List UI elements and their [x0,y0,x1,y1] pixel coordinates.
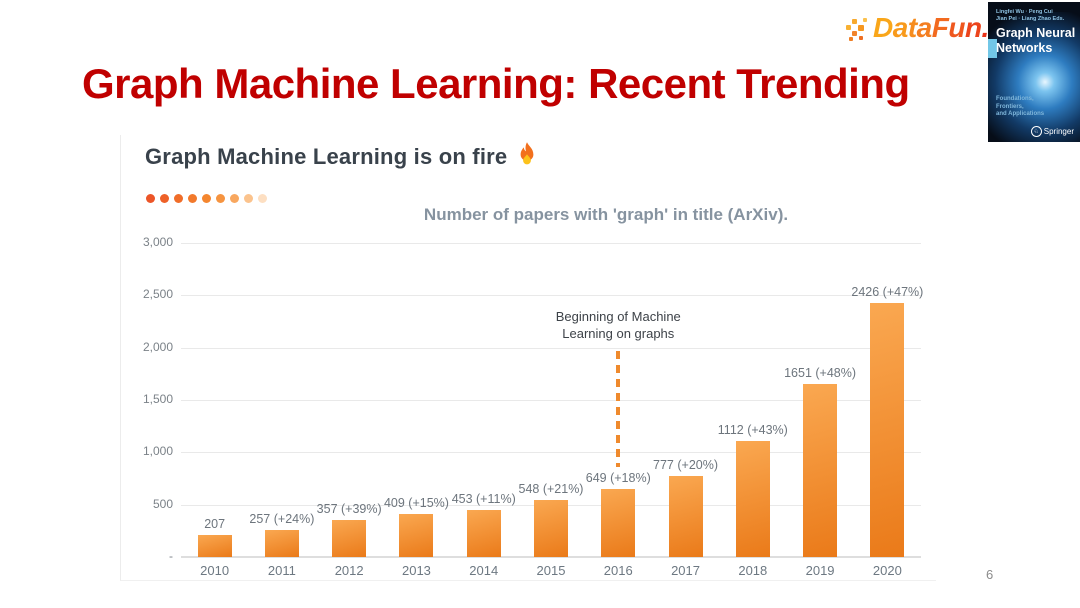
bar-2014 [466,509,501,557]
page-title: Graph Machine Learning: Recent Trending [82,60,910,107]
y-axis-tick-label: 500 [152,496,173,511]
gridline [181,295,921,297]
gridline [181,243,921,244]
bar-value-label: 1112 (+43%) [717,422,788,437]
y-axis-tick-label: 1,000 [142,444,173,459]
progress-dot [188,194,197,203]
y-axis-tick-label: 2,000 [142,339,173,354]
y-axis-tick-label: - [169,549,173,563]
mosaic-square [852,19,857,24]
book-accent-square [988,39,997,58]
mosaic-square [863,18,867,22]
chart-heading-text: Graph Machine Learning is on fire [145,143,508,169]
datafun-mosaic-icon [845,16,871,44]
bar-2012 [332,519,367,557]
chart-screenshot: Graph Machine Learning is on fire Number… [120,135,936,581]
x-axis-tick-label: 2017 [671,563,700,578]
bar-chart-plot-area: 3,000 2,500 2,000 1,500 1,000 500 - 207 2010 257 … [143,235,923,578]
x-axis-line [181,556,921,558]
bar-2015 [534,499,568,557]
publisher-label: ♘ Springer [1030,126,1074,137]
x-axis-tick-label: 2019 [805,563,835,578]
chart-heading: Graph Machine Learning is on fire [145,141,539,172]
mosaic-square [846,25,851,30]
progress-dot [146,194,155,203]
springer-horse-icon: ♘ [1030,126,1042,137]
mosaic-square [852,31,857,36]
bar-2010 [197,535,232,557]
mosaic-square [858,25,864,31]
y-axis-tick-label: 2,500 [142,287,173,302]
gridline [181,452,921,454]
bar-value-label: 409 (+15%) [383,496,449,511]
progress-dot [244,194,253,203]
progress-dot [258,194,267,203]
y-axis-tick-label: 3,000 [142,235,173,249]
x-axis-tick-label: 2011 [267,563,296,578]
book-subtitle: Foundations, Frontiers, and Applications [996,96,1045,117]
bar-value-label: 2426 (+47%) [851,285,924,300]
chart-title: Number of papers with 'graph' in title (… [423,205,789,224]
mosaic-square [859,36,863,40]
bar-2019 [803,384,838,557]
galaxy-image [988,12,1080,142]
book-authors: Lingfei Wu · Peng Cui Jian Pei · Liang Z… [996,9,1065,22]
y-axis-tick-label: 1,500 [142,392,173,406]
fire-icon [515,141,539,172]
progress-dot [174,194,183,203]
x-axis-tick-label: 2010 [200,563,230,578]
bar-value-label: 207 [204,517,226,532]
gridline [181,347,921,349]
page-number: 6 [986,567,994,582]
datafun-logo-text: DataFun. [873,12,989,43]
bar-2017 [668,475,703,557]
bar-value-label: 257 (+24%) [249,512,315,527]
bar-2018 [735,440,770,557]
bar-2020 [870,303,905,557]
x-axis-tick-label: 2013 [401,563,431,578]
chart-annotation: Beginning of Machine Learning on graphs [555,309,681,341]
x-axis-tick-label: 2018 [738,563,768,578]
bar-value-label: 548 (+21%) [518,481,584,496]
progress-dot [202,194,211,203]
x-axis-tick-label: 2020 [872,563,902,578]
progress-dot [230,194,239,203]
bar-value-label: 453 (+11%) [451,491,516,506]
bar-2011 [264,530,299,557]
bar-2013 [399,514,434,557]
x-axis-tick-label: 2015 [536,563,566,578]
bar-value-label: 1651 (+48%) [784,366,857,381]
gridline [181,400,921,401]
x-axis-tick-label: 2014 [469,563,499,578]
bar-value-label: 777 (+20%) [653,457,719,472]
bar-2016 [601,489,636,557]
x-axis-tick-label: 2012 [334,563,364,578]
book-cover: Lingfei Wu · Peng Cui Jian Pei · Liang Z… [988,2,1080,142]
progress-dot [160,194,169,203]
bar-value-label: 649 (+18%) [585,471,651,486]
annotation-dashed-line [616,351,620,467]
mosaic-square [849,37,853,41]
book-title: Graph Neural Networks [996,26,1076,55]
progress-dot [216,194,225,203]
bar-value-label: 357 (+39%) [316,501,382,516]
x-axis-tick-label: 2016 [603,563,633,578]
progress-dots [146,194,267,203]
